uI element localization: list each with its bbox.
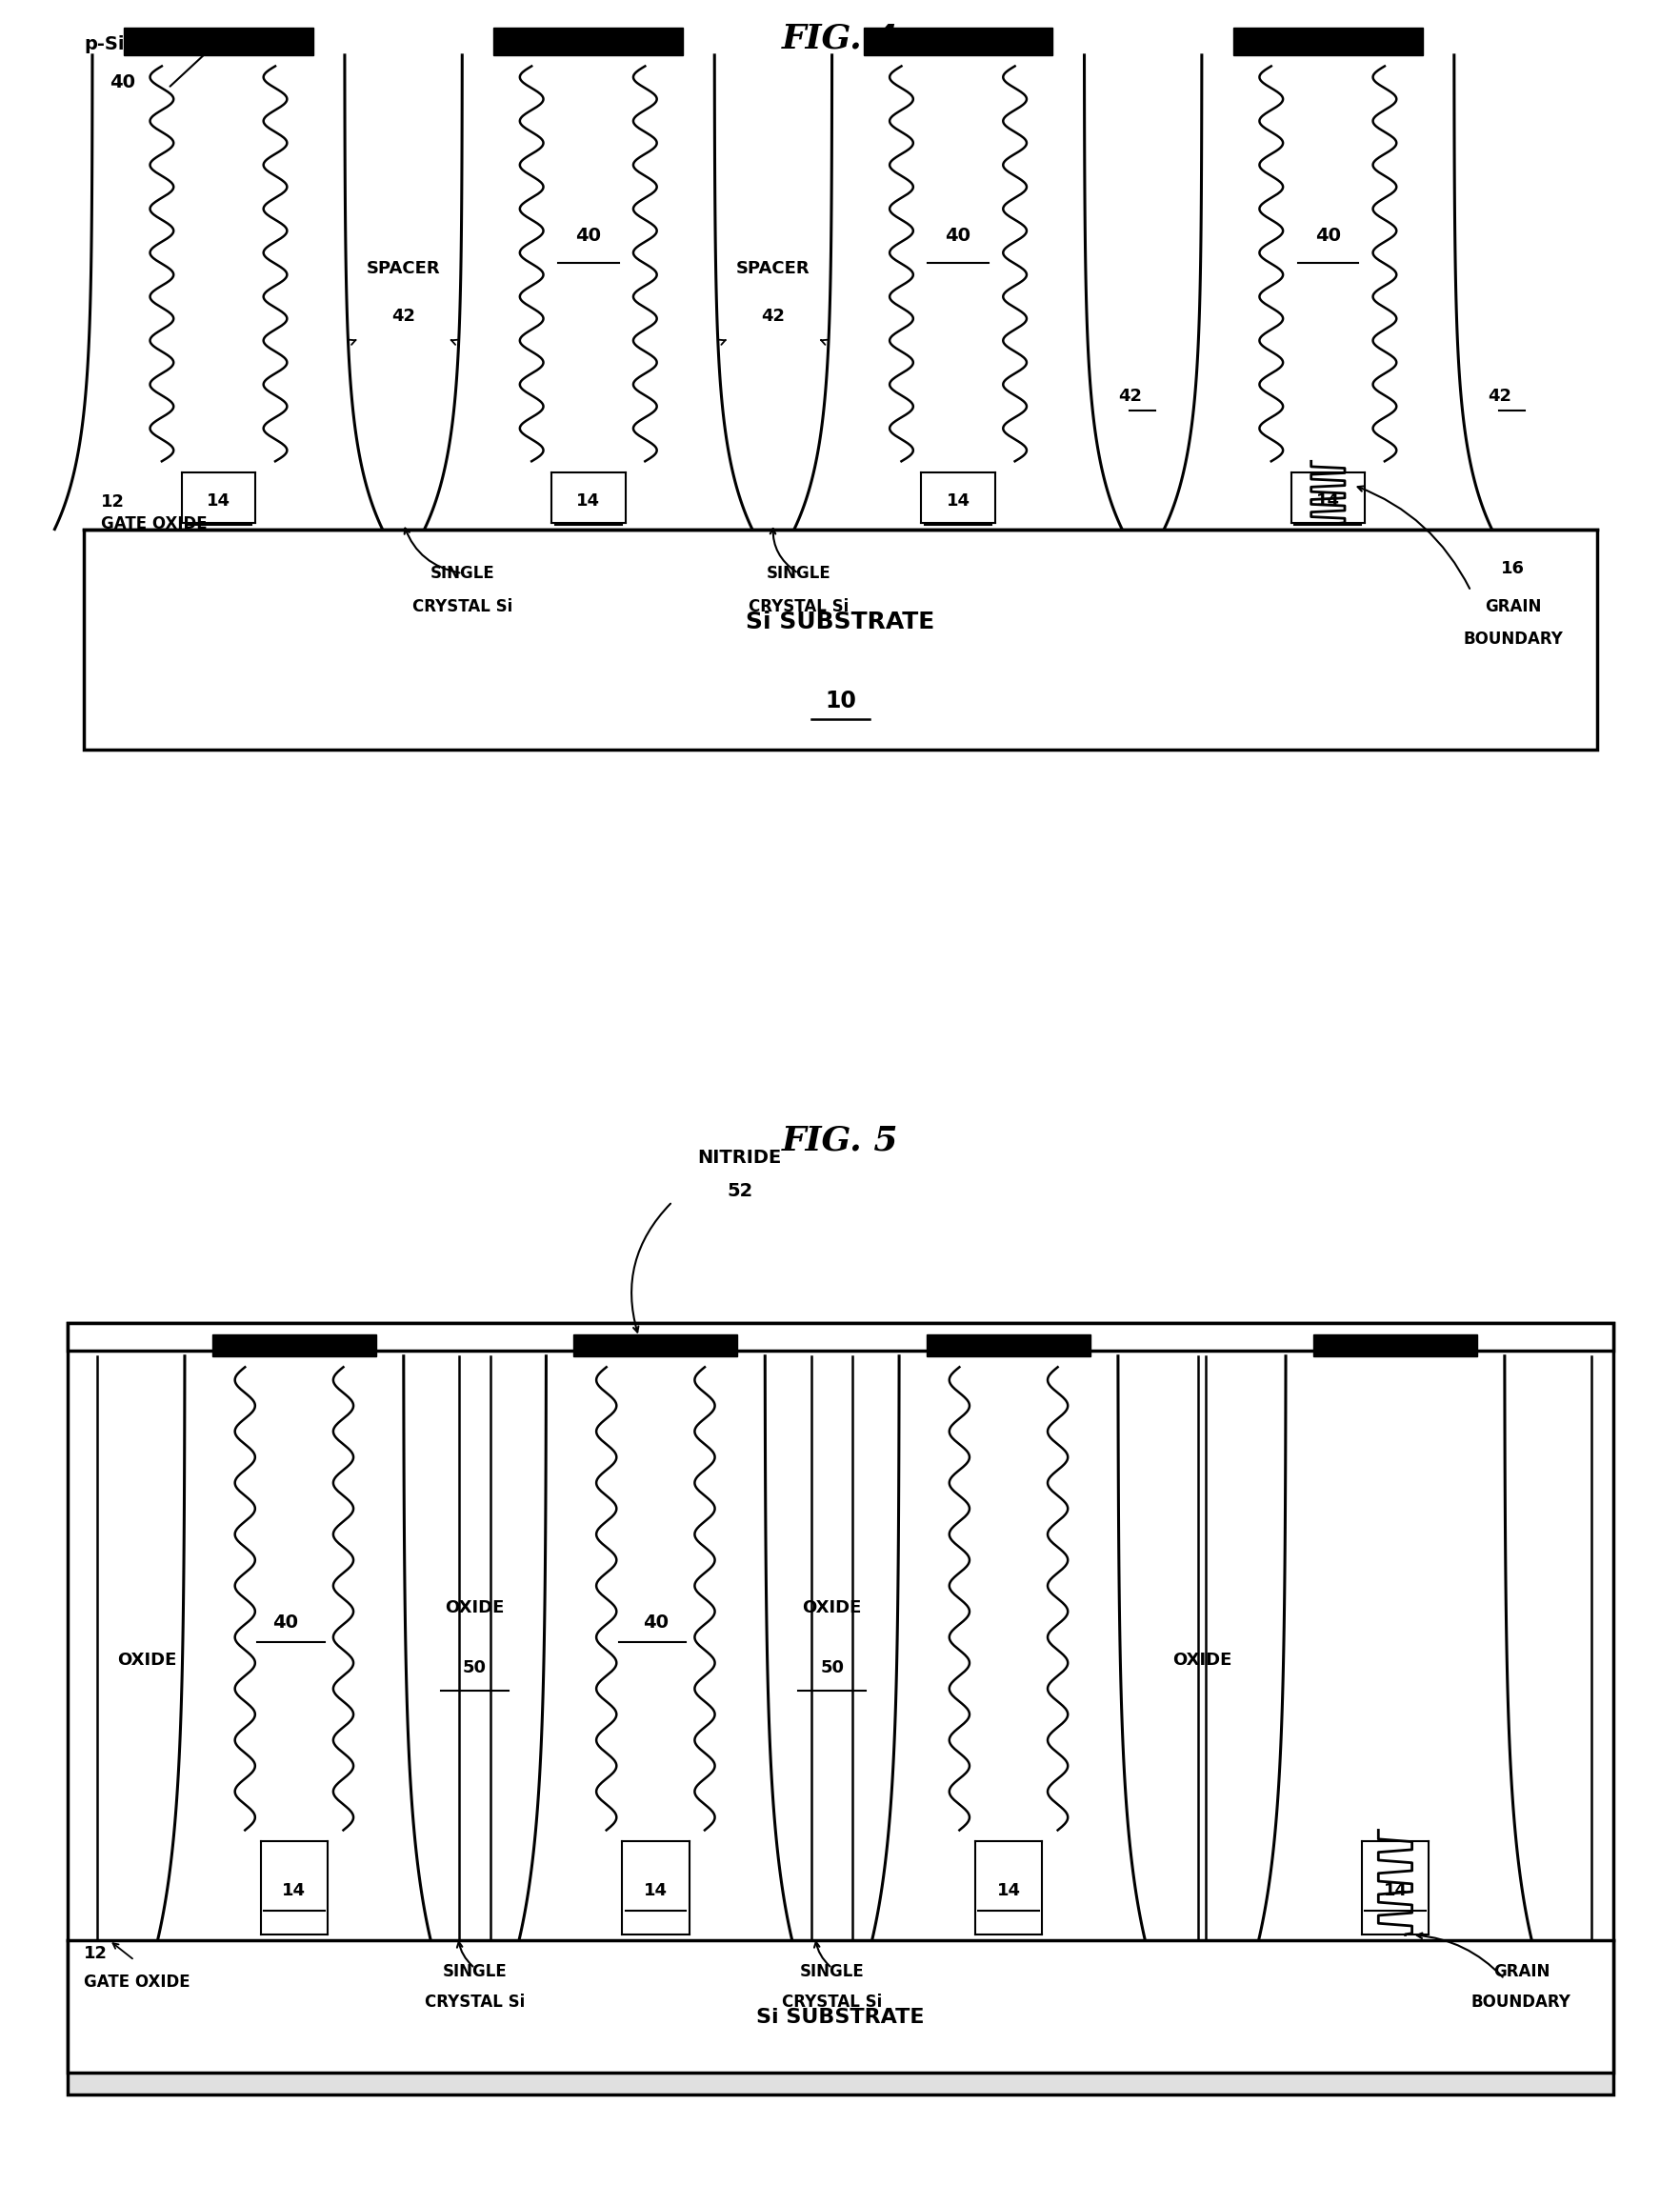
Text: 40: 40 [109, 73, 134, 93]
Text: BOUNDARY: BOUNDARY [1462, 631, 1562, 648]
Text: 40: 40 [575, 227, 601, 245]
Text: SINGLE: SINGLE [430, 564, 494, 582]
Bar [1312, 1334, 1477, 1356]
Text: 40: 40 [1314, 227, 1341, 245]
Text: FIG. 5: FIG. 5 [781, 1125, 899, 1158]
Text: BOUNDARY: BOUNDARY [1470, 1993, 1571, 2011]
Text: 14: 14 [996, 1883, 1020, 1899]
Text: OXIDE: OXIDE [801, 1599, 862, 1616]
Text: 16: 16 [1500, 560, 1524, 578]
Text: p-SiGe: p-SiGe [84, 35, 153, 53]
Text: 42: 42 [1487, 388, 1510, 406]
Text: 42: 42 [761, 306, 785, 324]
Text: SINGLE: SINGLE [800, 1962, 864, 1980]
Text: CRYSTAL Si: CRYSTAL Si [425, 1993, 524, 2011]
Bar [926, 1334, 1090, 1356]
Text: 14: 14 [576, 492, 600, 509]
Text: GRAIN: GRAIN [1492, 1962, 1549, 1980]
Text: CRYSTAL Si: CRYSTAL Si [748, 598, 848, 615]
Text: OXIDE: OXIDE [118, 1652, 176, 1669]
Text: OXIDE: OXIDE [1171, 1652, 1231, 1669]
Text: 14: 14 [946, 492, 969, 509]
Text: SPACER: SPACER [736, 260, 810, 278]
Text: GATE OXIDE: GATE OXIDE [101, 516, 207, 531]
Text: FIG. 4: FIG. 4 [781, 22, 899, 55]
Text: 50: 50 [820, 1660, 843, 1676]
Text: 50: 50 [462, 1660, 487, 1676]
Text: OXIDE: OXIDE [445, 1599, 504, 1616]
Text: GRAIN: GRAIN [1483, 598, 1541, 615]
Text: SPACER: SPACER [366, 260, 440, 278]
Text: 14: 14 [1383, 1883, 1406, 1899]
Text: NITRIDE: NITRIDE [697, 1149, 781, 1166]
Text: Si SUBSTRATE: Si SUBSTRATE [756, 2009, 924, 2026]
Bar [84, 529, 1596, 750]
Text: 40: 40 [944, 227, 971, 245]
Text: 14: 14 [643, 1883, 667, 1899]
Text: 42: 42 [1117, 388, 1141, 406]
Text: 10: 10 [825, 690, 855, 712]
Text: 14: 14 [1315, 492, 1339, 509]
Text: SINGLE: SINGLE [442, 1962, 507, 1980]
Bar [864, 29, 1052, 55]
Text: Si SUBSTRATE: Si SUBSTRATE [746, 611, 934, 633]
Text: 40: 40 [272, 1614, 299, 1632]
Text: CRYSTAL Si: CRYSTAL Si [412, 598, 512, 615]
Text: 40: 40 [642, 1614, 669, 1632]
Bar [67, 1940, 1613, 2095]
Text: 12: 12 [84, 1945, 108, 1962]
Bar [494, 29, 682, 55]
Text: SINGLE: SINGLE [766, 564, 830, 582]
Text: 14: 14 [207, 492, 230, 509]
Text: 42: 42 [391, 306, 415, 324]
Text: 52: 52 [726, 1182, 753, 1200]
Bar [212, 1334, 376, 1356]
Bar [67, 1323, 1613, 1349]
Bar [67, 1323, 1613, 2073]
Text: GATE OXIDE: GATE OXIDE [84, 1973, 190, 1991]
Bar [1233, 29, 1421, 55]
Text: 12: 12 [101, 494, 124, 509]
Bar [573, 1334, 738, 1356]
Text: 14: 14 [282, 1883, 306, 1899]
Bar [124, 29, 312, 55]
Text: CRYSTAL Si: CRYSTAL Si [781, 1993, 882, 2011]
